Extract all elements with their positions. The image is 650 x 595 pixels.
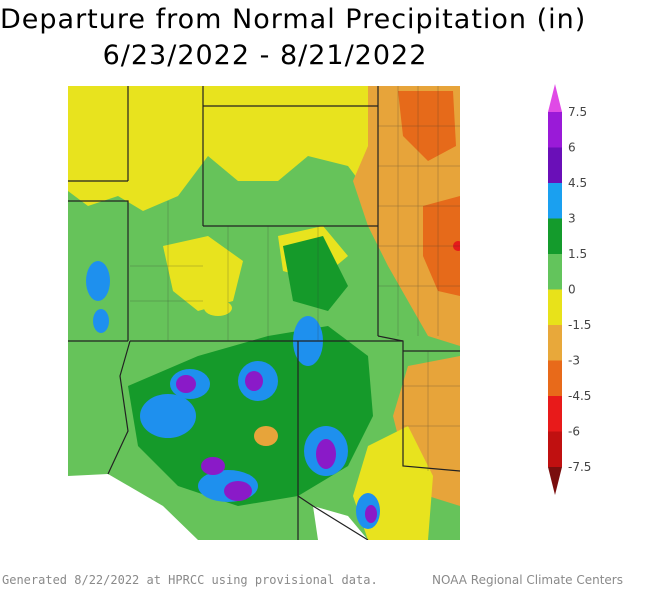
legend-swatch	[548, 360, 562, 397]
region-wet-blue-6	[140, 394, 196, 438]
legend-arrow-top	[548, 84, 562, 112]
legend-swatch	[548, 218, 562, 255]
region-central-dry	[163, 236, 243, 311]
legend-label: -3	[568, 354, 580, 368]
generated-note: Generated 8/22/2022 at HPRCC using provi…	[2, 573, 378, 587]
legend-label: 4.5	[568, 176, 587, 190]
legend-swatch	[548, 112, 562, 148]
legend-colorbar: 7.5 6 4.5 3 1.5 0 -1.5 -3 -4.5 -6 -7.5	[548, 84, 591, 495]
legend-swatch	[548, 289, 562, 326]
legend-arrow-bottom	[548, 467, 562, 495]
legend-label: 1.5	[568, 247, 587, 261]
region-very-wet-4	[316, 439, 336, 469]
legend-label: 3	[568, 212, 576, 226]
legend-swatch	[548, 147, 562, 184]
region-very-wet-5	[224, 481, 252, 501]
region-very-wet-2	[245, 371, 263, 391]
precipitation-departure-map	[68, 86, 460, 540]
legend-label: -6	[568, 425, 580, 439]
county-boundaries	[130, 86, 460, 471]
map-date-range: 6/23/2022 - 8/21/2022	[102, 40, 428, 71]
legend-label: -7.5	[568, 460, 591, 474]
legend-label: 0	[568, 283, 576, 297]
legend-swatch	[548, 431, 562, 468]
no-data-mexico	[68, 474, 198, 540]
noaa-credit: NOAA Regional Climate Centers	[432, 573, 623, 587]
legend-swatch	[548, 183, 562, 219]
legend-swatch	[548, 396, 562, 432]
legend-swatch	[548, 325, 562, 361]
region-wet-blue-1	[86, 261, 110, 301]
legend-swatch	[548, 254, 562, 290]
region-very-wet-6	[365, 505, 377, 523]
region-very-wet-3	[201, 457, 225, 475]
region-north-dry	[68, 86, 460, 226]
region-central-wet	[283, 236, 348, 311]
state-boundaries	[68, 86, 460, 540]
legend-label: -4.5	[568, 389, 591, 403]
region-south-dry-pocket	[254, 426, 278, 446]
region-wet-blue-2	[93, 309, 109, 333]
region-south-yellow-pocket	[204, 300, 232, 316]
legend-label: 7.5	[568, 105, 587, 119]
region-very-wet-1	[176, 375, 196, 393]
legend-label: 6	[568, 141, 576, 155]
map-title: Departure from Normal Precipitation (in)	[0, 4, 587, 35]
legend-label: -1.5	[568, 318, 591, 332]
region-southeast-dry	[393, 356, 460, 506]
